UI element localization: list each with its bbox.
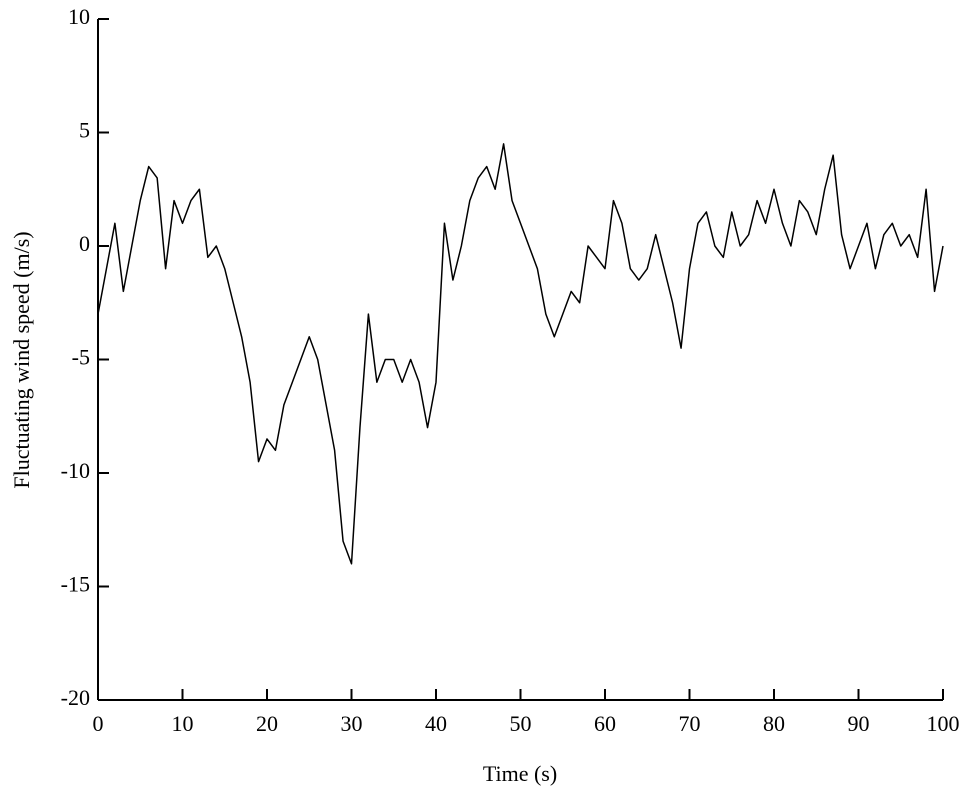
x-axis-label: Time (s) <box>483 761 557 786</box>
y-tick-label: -10 <box>61 458 90 483</box>
y-axis-label: Fluctuating wind speed (m/s) <box>9 231 34 488</box>
x-tick-label: 30 <box>341 711 363 736</box>
x-tick-label: 20 <box>256 711 278 736</box>
y-tick-label: 5 <box>79 118 90 143</box>
x-tick-label: 40 <box>425 711 447 736</box>
x-tick-label: 0 <box>93 711 104 736</box>
y-tick-label: 10 <box>68 4 90 29</box>
x-tick-label: 50 <box>510 711 532 736</box>
y-tick-label: -20 <box>61 685 90 710</box>
y-tick-label: -5 <box>72 345 90 370</box>
x-tick-label: 80 <box>763 711 785 736</box>
x-tick-label: 60 <box>594 711 616 736</box>
y-tick-label: -15 <box>61 572 90 597</box>
y-tick-label: 0 <box>79 231 90 256</box>
x-tick-label: 100 <box>927 711 960 736</box>
x-tick-label: 70 <box>679 711 701 736</box>
x-tick-label: 90 <box>848 711 870 736</box>
series-line <box>97 143 944 565</box>
x-tick-label: 10 <box>172 711 194 736</box>
